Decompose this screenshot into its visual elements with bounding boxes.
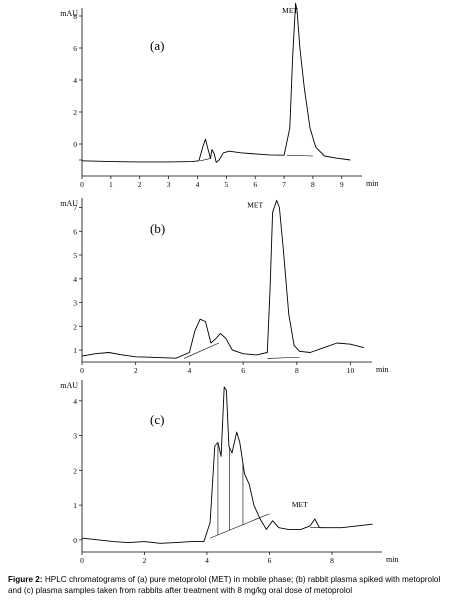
peak-baseline [267, 356, 300, 359]
chart-panel-1: mAU min 0 1 2 3 4 5 6 7 8 9 0 2 4 6 8 (a) MET [60, 2, 378, 189]
y-tick-label: 2 [73, 322, 77, 331]
x-axis-label: min [386, 555, 398, 564]
x-tick-label: 0 [80, 556, 84, 565]
y-tick-label: 2 [73, 466, 77, 475]
y-tick-label: 0 [73, 140, 77, 149]
y-tick-label: 3 [73, 299, 77, 308]
peak-baseline [183, 342, 220, 359]
peak-baseline [200, 158, 211, 162]
x-tick-label: 2 [143, 556, 147, 565]
chart-panel-3: mAU min 0 2 4 6 8 0 1 2 3 4 (c) MET [60, 380, 398, 565]
x-tick-label: 8 [295, 366, 299, 375]
panel-label: (b) [150, 221, 165, 236]
chromatogram-trace [81, 2, 351, 163]
x-tick-label: 6 [268, 556, 272, 565]
y-tick-label: 4 [73, 76, 77, 85]
x-tick-label: 9 [340, 180, 344, 189]
y-tick-label: 5 [73, 251, 77, 260]
x-tick-label: 0 [80, 180, 84, 189]
y-tick-label: 6 [73, 227, 77, 236]
y-tick-label: 8 [73, 12, 77, 21]
peak-annotation: MET [282, 6, 298, 15]
y-tick-label: 4 [73, 275, 77, 284]
peak-baseline [286, 154, 313, 157]
y-axis-label: mAU [60, 199, 78, 208]
y-tick-label: 7 [73, 204, 77, 213]
peak-baseline [210, 513, 270, 539]
figure-caption: Figure 2: HPLC chromatograms of (a) pure… [8, 574, 454, 596]
x-axis-label: min [366, 179, 378, 188]
chromatogram-trace [81, 386, 373, 544]
peak-annotation: MET [292, 500, 308, 509]
y-tick-label: 1 [73, 501, 77, 510]
y-tick-label: 4 [73, 397, 77, 406]
panel-label: (a) [150, 38, 164, 53]
chromatogram-trace [81, 199, 365, 359]
panel-label: (c) [150, 412, 164, 427]
y-tick-label: 3 [73, 432, 77, 441]
x-tick-label: 4 [196, 180, 200, 189]
x-tick-label: 4 [205, 556, 209, 565]
x-tick-label: 10 [347, 366, 355, 375]
peak-annotation: MET [247, 201, 263, 210]
x-tick-label: 2 [134, 366, 138, 375]
y-tick-label: 6 [73, 44, 77, 53]
y-axis-label: mAU [60, 381, 78, 390]
x-tick-label: 8 [330, 556, 334, 565]
x-tick-label: 0 [80, 366, 84, 375]
x-tick-label: 6 [241, 366, 245, 375]
y-tick-label: 0 [73, 536, 77, 545]
caption-label: Figure 2: [8, 575, 43, 584]
y-tick-label: 2 [73, 108, 77, 117]
caption-text: HPLC chromatograms of (a) pure metoprolo… [8, 575, 441, 595]
x-tick-label: 6 [253, 180, 257, 189]
x-tick-label: 4 [188, 366, 192, 375]
x-axis-label: min [376, 365, 388, 374]
x-tick-label: 7 [282, 180, 286, 189]
x-tick-label: 1 [109, 180, 113, 189]
x-tick-label: 5 [224, 180, 228, 189]
x-tick-label: 2 [138, 180, 142, 189]
x-tick-label: 8 [311, 180, 315, 189]
x-tick-label: 3 [167, 180, 171, 189]
y-axis-label: mAU [60, 9, 78, 18]
y-tick-label: 1 [73, 346, 77, 355]
